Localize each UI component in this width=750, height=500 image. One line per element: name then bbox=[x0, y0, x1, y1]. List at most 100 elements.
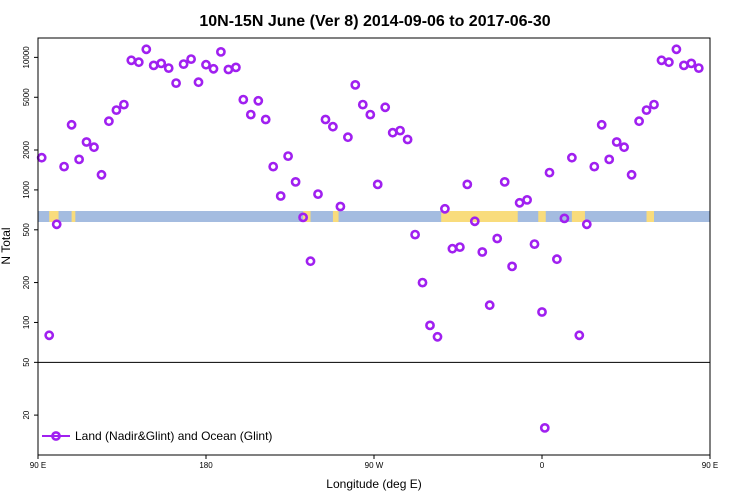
data-point bbox=[619, 142, 629, 153]
y-axis: 20 50 100 200 500 1000 2000 5000 10000 bbox=[22, 46, 38, 420]
data-point bbox=[693, 63, 704, 73]
y-tick-label: 10000 bbox=[22, 46, 31, 69]
data-point bbox=[559, 213, 570, 224]
y-tick-label: 5000 bbox=[22, 88, 31, 106]
data-point bbox=[671, 44, 682, 55]
data-point bbox=[402, 134, 413, 145]
data-point bbox=[36, 152, 47, 163]
data-point bbox=[253, 95, 264, 106]
data-point bbox=[230, 62, 241, 73]
data-point bbox=[641, 105, 652, 115]
data-point bbox=[439, 203, 450, 214]
data-point bbox=[664, 57, 674, 68]
data-point bbox=[514, 197, 525, 208]
data-point bbox=[163, 63, 174, 73]
data-point bbox=[283, 151, 293, 161]
data-point bbox=[544, 167, 555, 178]
data-point bbox=[589, 161, 600, 172]
data-point bbox=[268, 161, 279, 172]
data-point bbox=[171, 78, 181, 88]
x-tick-label: 90 W bbox=[365, 461, 384, 470]
data-point bbox=[425, 320, 435, 331]
data-point bbox=[462, 179, 473, 190]
data-point bbox=[148, 60, 159, 71]
data-points bbox=[36, 44, 704, 433]
data-point bbox=[365, 109, 376, 120]
data-point bbox=[260, 114, 271, 125]
data-point bbox=[44, 330, 55, 341]
data-point bbox=[380, 102, 391, 113]
data-point bbox=[537, 307, 547, 317]
x-tick-label: 90 E bbox=[702, 461, 718, 470]
x-tick-label: 90 E bbox=[30, 461, 46, 470]
data-point bbox=[604, 154, 615, 165]
data-point bbox=[410, 229, 420, 240]
data-point bbox=[417, 277, 428, 288]
legend-marker-swatch bbox=[51, 431, 61, 441]
data-point bbox=[290, 176, 301, 187]
y-axis-label: N Total bbox=[0, 227, 13, 264]
x-tick-label: 180 bbox=[199, 461, 213, 470]
data-point bbox=[484, 300, 495, 311]
data-point bbox=[208, 63, 219, 74]
data-point bbox=[357, 99, 368, 110]
data-point bbox=[245, 109, 256, 120]
data-point bbox=[133, 57, 144, 68]
land-segment bbox=[49, 211, 59, 222]
y-tick-label: 500 bbox=[22, 223, 31, 237]
data-point bbox=[539, 422, 550, 433]
data-point bbox=[567, 152, 577, 163]
land-segment bbox=[538, 211, 546, 222]
data-point bbox=[305, 256, 316, 267]
data-point bbox=[395, 125, 405, 136]
data-point bbox=[432, 331, 443, 342]
data-point bbox=[89, 142, 99, 153]
y-tick-label: 200 bbox=[22, 275, 31, 289]
data-point bbox=[104, 116, 114, 127]
data-point bbox=[215, 47, 226, 57]
data-point bbox=[238, 94, 249, 105]
data-point bbox=[119, 99, 129, 110]
data-point bbox=[327, 121, 338, 132]
land-segment bbox=[332, 211, 339, 222]
data-point bbox=[313, 189, 323, 199]
x-tick-label: 0 bbox=[540, 461, 545, 470]
land-segment bbox=[441, 211, 518, 222]
chart-title: 10N-15N June (Ver 8) 2014-09-06 to 2017-… bbox=[199, 13, 550, 30]
legend: Land (Nadir&Glint) and Ocean (Glint) bbox=[42, 429, 272, 443]
data-point bbox=[275, 191, 286, 201]
data-point bbox=[51, 219, 62, 230]
data-point bbox=[477, 247, 488, 257]
data-point bbox=[372, 179, 383, 190]
data-point bbox=[141, 44, 152, 55]
x-axis: 90 E 180 90 W 0 90 E bbox=[30, 455, 718, 470]
data-point bbox=[335, 201, 346, 212]
land-ocean-band bbox=[38, 211, 710, 222]
data-point bbox=[581, 219, 592, 230]
data-point bbox=[626, 169, 637, 180]
data-point bbox=[193, 77, 204, 88]
data-point bbox=[298, 212, 308, 223]
x-axis-label: Longitude (deg E) bbox=[326, 477, 421, 491]
ocean-band bbox=[38, 211, 710, 222]
y-tick-label: 1000 bbox=[22, 180, 31, 198]
data-point bbox=[59, 161, 69, 172]
data-point bbox=[201, 59, 211, 70]
data-point bbox=[342, 132, 353, 143]
land-segment bbox=[571, 211, 585, 222]
data-point bbox=[492, 233, 503, 244]
data-point bbox=[507, 261, 517, 272]
data-point bbox=[686, 58, 697, 69]
data-point bbox=[679, 60, 689, 71]
land-segment bbox=[646, 211, 654, 222]
data-point bbox=[611, 137, 622, 147]
data-point bbox=[656, 55, 667, 66]
data-point bbox=[178, 59, 189, 69]
data-point bbox=[469, 216, 480, 227]
data-point bbox=[96, 169, 107, 180]
data-point bbox=[499, 176, 510, 187]
data-point bbox=[74, 154, 84, 165]
y-tick-label: 2000 bbox=[22, 141, 31, 159]
data-point bbox=[596, 119, 607, 130]
